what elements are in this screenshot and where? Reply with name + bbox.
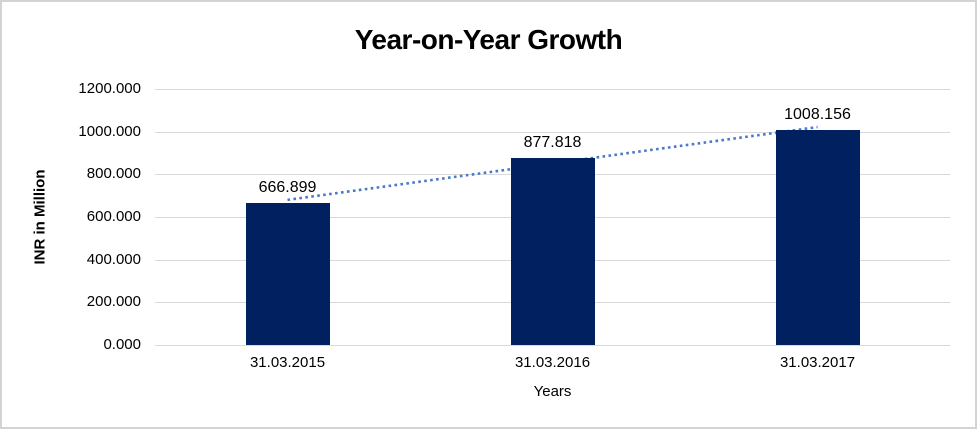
bar <box>510 157 595 345</box>
gridline <box>155 89 950 90</box>
y-tick-label: 1000.000 <box>78 122 141 140</box>
bar-data-label: 877.818 <box>523 133 582 151</box>
gridline <box>155 345 950 346</box>
x-tick-label: 31.03.2017 <box>779 354 856 371</box>
bar-data-label: 666.899 <box>258 178 317 196</box>
gridline <box>155 131 950 133</box>
x-tick-label: 31.03.2016 <box>514 354 591 371</box>
y-tick-label: 1200.000 <box>78 80 141 97</box>
plot-area: 666.899 877.818 1008.156 <box>155 89 950 346</box>
bar <box>245 202 330 345</box>
y-tick-label: 0.000 <box>103 336 141 353</box>
x-axis-title: Years <box>533 383 572 400</box>
trendline <box>287 125 818 202</box>
x-tick-label: 31.03.2015 <box>249 354 326 371</box>
y-tick-label: 200.000 <box>86 293 141 311</box>
y-tick-label: 400.000 <box>86 250 141 268</box>
y-tick-label: 800.000 <box>86 165 141 183</box>
bar-data-label: 1008.156 <box>784 105 851 123</box>
y-tick-label: 600.000 <box>86 208 141 225</box>
chart-title: Year-on-Year Growth <box>354 24 623 55</box>
bar <box>775 129 860 345</box>
